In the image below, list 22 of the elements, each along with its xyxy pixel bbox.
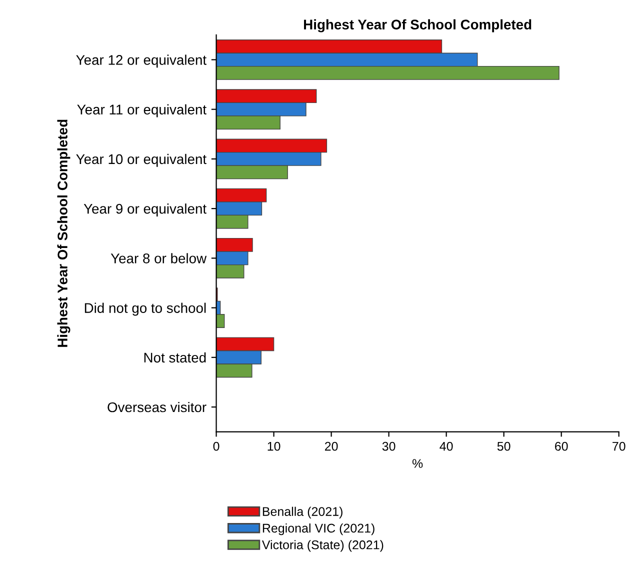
x-tick-label: 10 <box>268 442 280 451</box>
legend-label: Regional VIC (2021) <box>262 523 374 536</box>
legend-label: Victoria (State) (2021) <box>262 540 384 552</box>
y-tick-label: Year 8 or below <box>110 253 207 264</box>
y-tick-label: Year 11 or equivalent <box>77 104 206 118</box>
y-tick-label: Year 12 or equivalent <box>76 54 206 68</box>
legend-label: Benalla (2021) <box>262 506 342 518</box>
chart-title: Highest Year Of School Completed <box>304 19 532 32</box>
x-tick-label: 70 <box>612 442 626 451</box>
y-tick-label: Did not go to school <box>84 302 206 316</box>
y-axis-title: Highest Year Of School Completed <box>57 120 70 347</box>
y-tick-label: Year 10 or equivalent <box>76 154 206 167</box>
x-tick-label: 60 <box>555 442 568 451</box>
y-tick-label: Year 9 or equivalent <box>84 204 206 216</box>
x-tick-label: 50 <box>497 442 510 451</box>
x-tick-label: 0 <box>213 442 220 451</box>
x-tick-label: 20 <box>324 442 338 451</box>
y-tick-label: Not stated <box>144 352 206 363</box>
y-tick-label: Overseas visitor <box>108 402 206 412</box>
x-tick-label: 30 <box>382 442 396 451</box>
x-axis-title: % <box>412 459 423 468</box>
x-tick-label: 40 <box>440 442 453 451</box>
